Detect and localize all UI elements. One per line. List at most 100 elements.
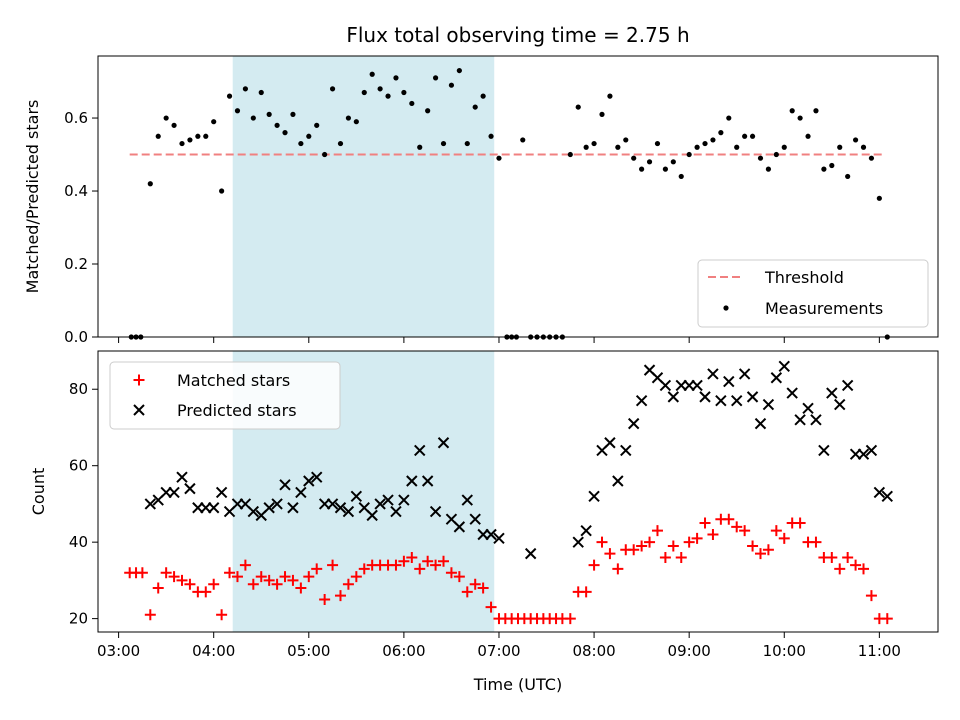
data-point — [453, 571, 465, 583]
data-point — [770, 525, 782, 537]
data-point — [794, 517, 806, 529]
data-point — [342, 505, 355, 518]
data-point — [226, 93, 233, 99]
data-point — [604, 548, 616, 560]
data-point — [667, 391, 680, 403]
data-point — [718, 130, 724, 136]
data-point — [604, 437, 616, 449]
data-point — [215, 486, 228, 499]
data-point — [250, 115, 256, 121]
data-point — [572, 536, 584, 548]
data-point — [675, 551, 687, 563]
data-point — [290, 111, 296, 117]
data-point — [810, 536, 822, 548]
data-point — [607, 93, 613, 99]
data-point — [876, 195, 882, 201]
y-tick-label: 0.0 — [64, 328, 88, 346]
data-point — [366, 509, 378, 522]
data-point — [524, 547, 537, 560]
data-point — [350, 571, 362, 583]
data-point — [702, 140, 708, 147]
data-point — [219, 188, 225, 194]
data-point — [710, 137, 716, 143]
data-point — [469, 513, 481, 525]
data-point — [789, 108, 795, 114]
data-point — [334, 502, 347, 514]
data-point — [742, 133, 748, 139]
data-point — [749, 133, 756, 139]
data-point — [575, 104, 581, 110]
data-point — [377, 86, 383, 92]
data-point — [850, 559, 862, 571]
data-point — [398, 555, 410, 567]
data-point — [627, 417, 640, 430]
y-tick-label: 0.6 — [64, 109, 88, 127]
data-point — [216, 609, 228, 621]
data-point — [845, 173, 851, 180]
data-point — [464, 140, 470, 147]
data-point — [287, 502, 299, 514]
data-point — [477, 582, 489, 594]
data-point — [691, 379, 703, 392]
legend: Threshold Measurements — [697, 259, 929, 328]
data-point — [707, 529, 719, 541]
data-point — [754, 548, 766, 560]
data-point — [868, 155, 875, 161]
data-point — [393, 75, 399, 81]
x-tick-label: 10:00 — [763, 642, 806, 660]
data-point — [670, 159, 676, 165]
data-point — [631, 155, 637, 161]
data-point — [599, 111, 605, 117]
legend-label: Matched stars — [177, 371, 290, 390]
data-point — [361, 89, 367, 96]
legend-label: Measurements — [765, 299, 883, 318]
bottom-panel: 03:00 04:00 05:00 06:00 07:00 08:00 09:00 10:00… — [29, 350, 939, 694]
data-point — [762, 544, 774, 556]
data-point — [414, 444, 426, 457]
data-point — [646, 159, 653, 165]
data-point — [200, 586, 212, 598]
data-point — [842, 551, 854, 563]
data-point — [628, 544, 640, 556]
data-point — [239, 559, 251, 571]
data-point — [326, 498, 339, 510]
data-point — [271, 498, 283, 510]
legend-box — [697, 259, 929, 328]
data-point — [303, 475, 315, 487]
data-point — [168, 571, 180, 583]
data-point — [612, 475, 624, 487]
data-point — [306, 133, 312, 139]
data-point — [860, 144, 867, 150]
data-point — [266, 111, 272, 117]
data-point — [231, 571, 243, 583]
data-point — [678, 173, 684, 180]
data-point — [612, 563, 624, 575]
data-point — [635, 394, 648, 407]
data-point — [358, 563, 370, 575]
data-point — [694, 144, 700, 150]
data-point — [176, 471, 188, 483]
data-point — [639, 166, 645, 172]
data-point — [398, 494, 410, 506]
y-tick-label: 60 — [69, 457, 88, 475]
data-point — [469, 578, 481, 590]
data-point — [224, 567, 236, 579]
data-point — [580, 524, 592, 537]
data-point — [731, 521, 743, 533]
legend-label: Predicted stars — [177, 401, 297, 420]
data-point — [485, 601, 497, 613]
data-point — [382, 494, 394, 506]
data-point — [279, 479, 291, 491]
data-point — [623, 137, 629, 143]
data-point — [438, 555, 450, 567]
observing-time-span — [232, 56, 495, 337]
data-point — [580, 586, 592, 598]
data-point — [334, 590, 346, 602]
data-point — [274, 122, 280, 128]
data-point — [472, 104, 478, 110]
legend-box — [109, 361, 341, 430]
data-point — [271, 578, 283, 590]
data-point — [564, 613, 576, 625]
data-point — [187, 137, 193, 143]
data-point — [342, 578, 354, 590]
